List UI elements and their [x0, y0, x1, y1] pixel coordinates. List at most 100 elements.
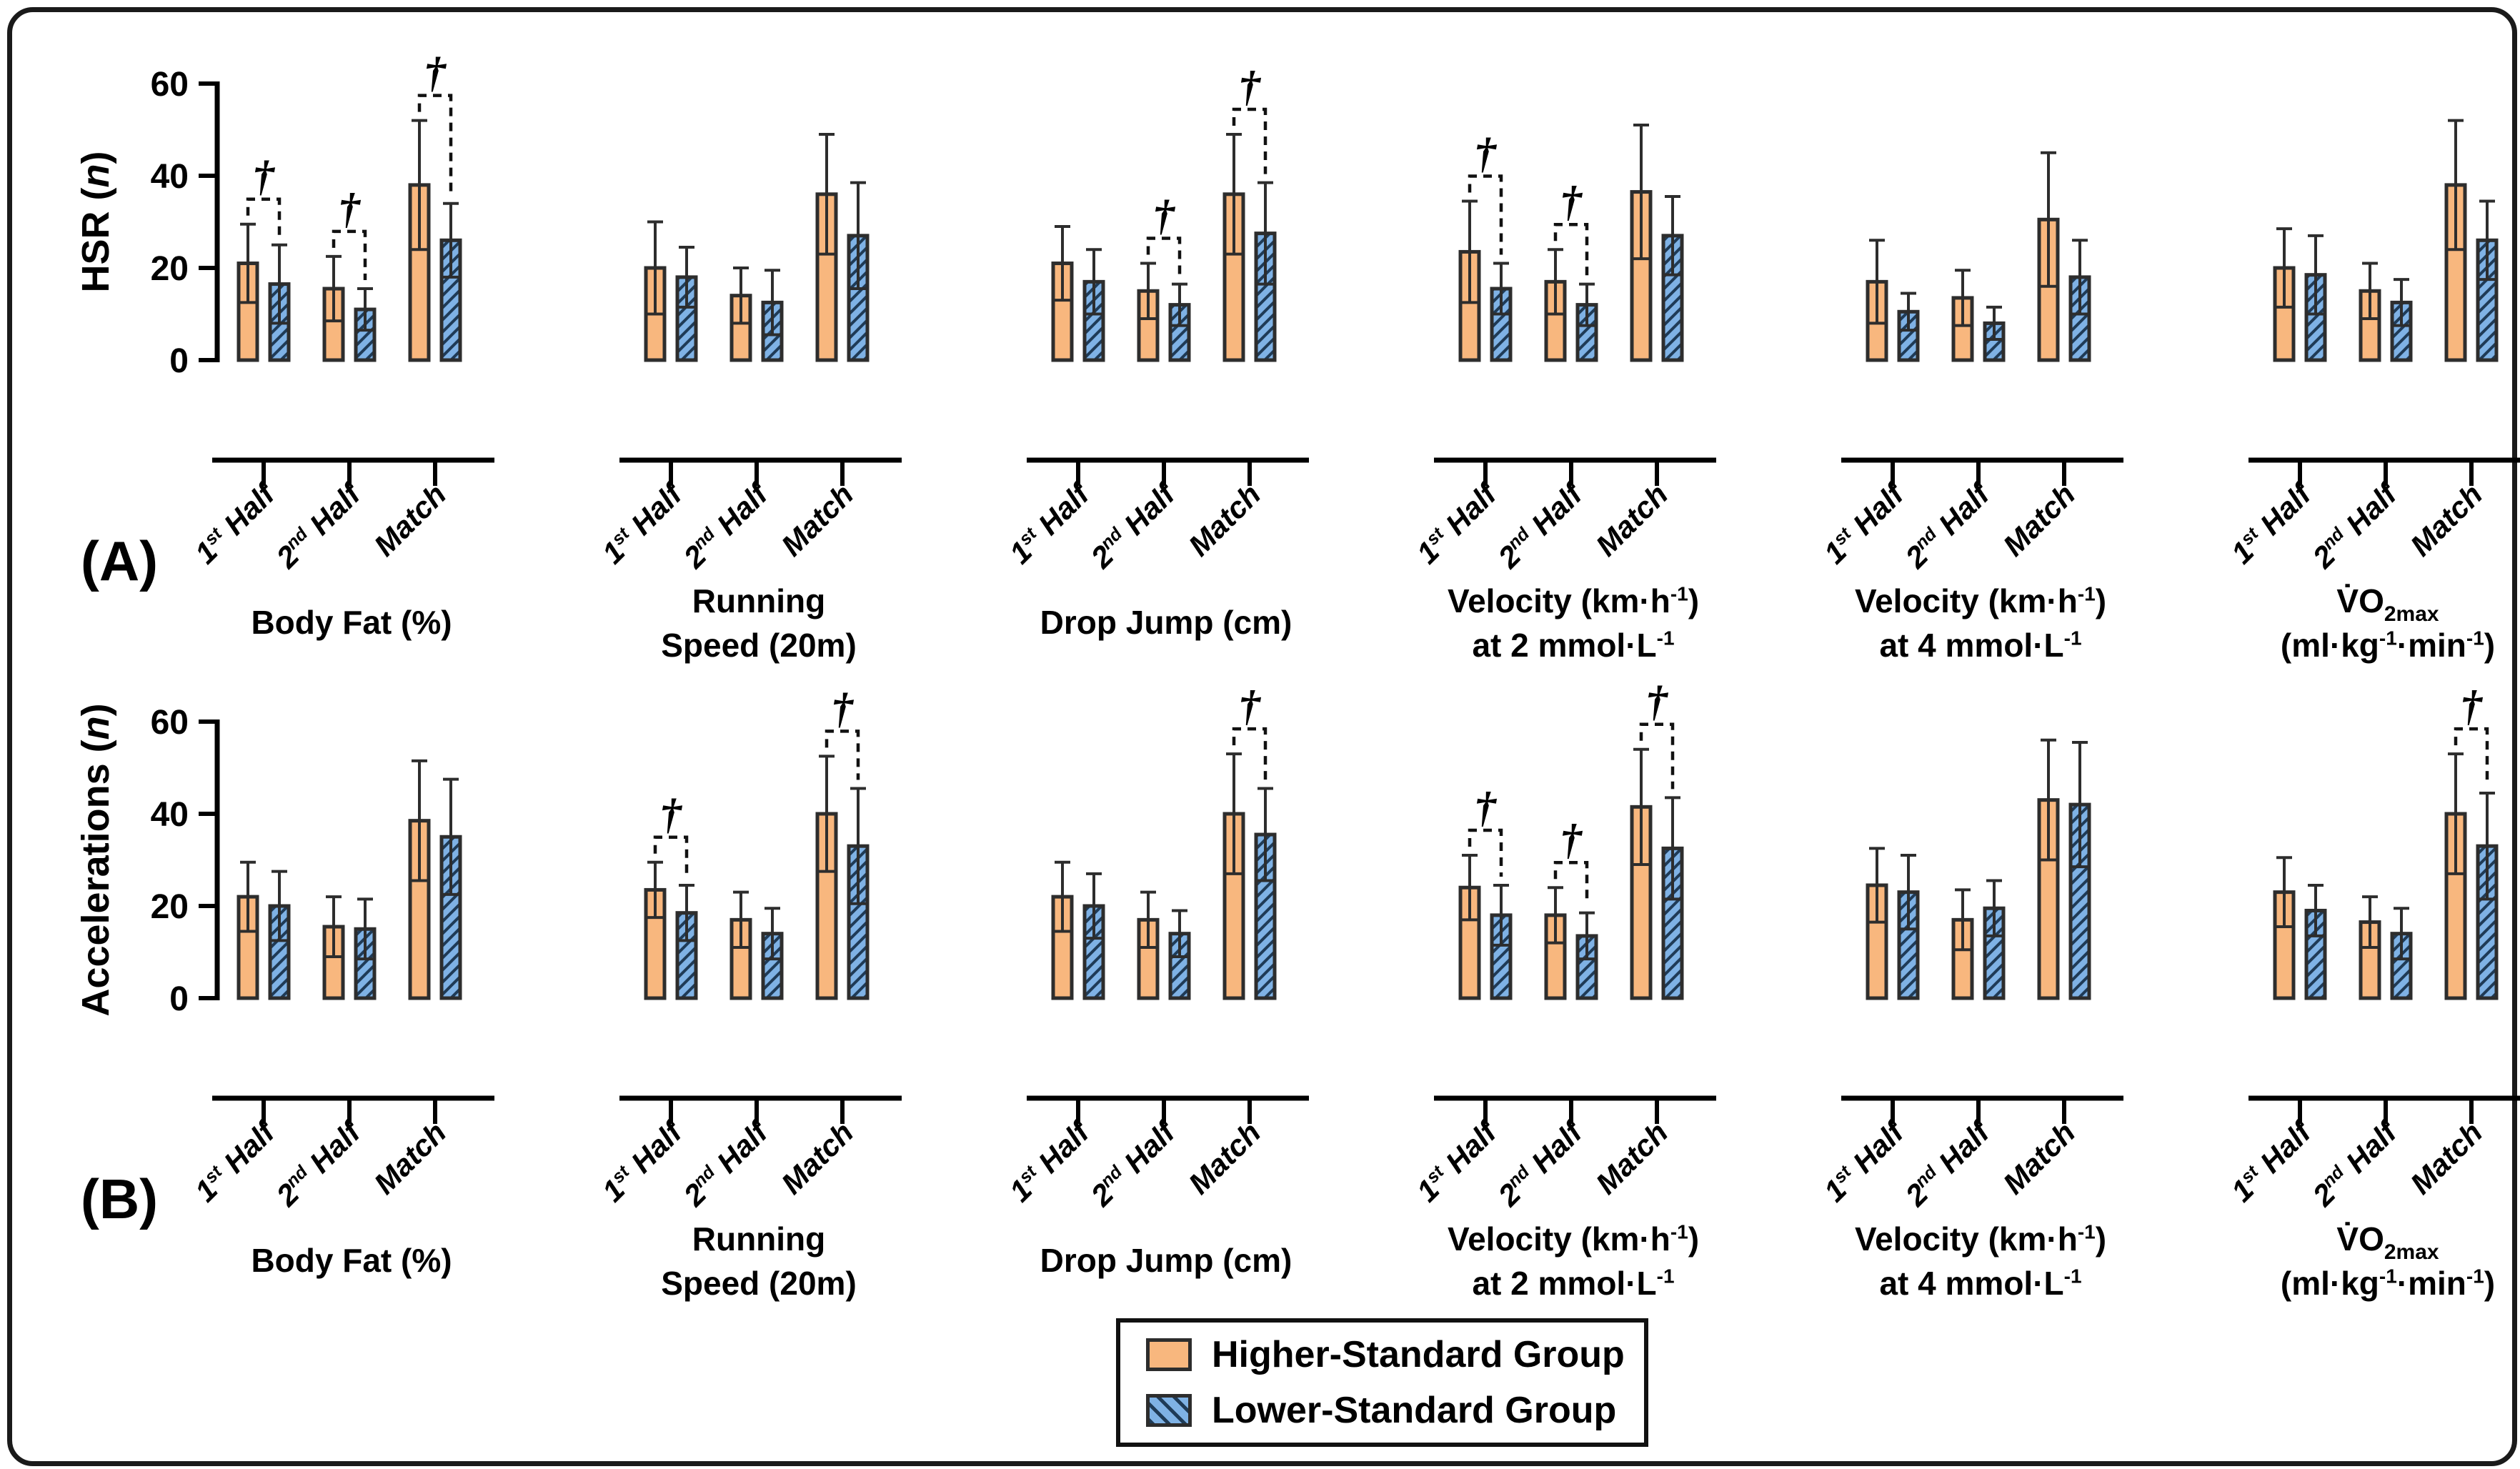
y-tick-label: 60	[151, 704, 189, 742]
legend-swatch-lower-standard	[1146, 1394, 1192, 1427]
x-tick-label: 1st Half	[1003, 1113, 1098, 1208]
subplot-title: at 4 mmol·L-1	[1879, 1265, 2081, 1302]
legend-item-lower-standard: Lower-Standard Group	[1146, 1389, 1618, 1432]
panel-label: (A)	[81, 529, 158, 592]
significance-bracket	[1146, 236, 1182, 276]
subplot-title: Velocity (km·h-1)	[1855, 582, 2106, 619]
dagger-icon: †	[1153, 192, 1176, 239]
figure-frame: Higher-Standard Group Lower-Standard Gro…	[7, 7, 2520, 1466]
x-tick-label: Match	[2404, 477, 2489, 562]
significance-bracket	[2454, 727, 2489, 785]
significance-bracket	[1232, 107, 1268, 174]
significance-bracket	[1553, 222, 1589, 276]
bar-lower-standard	[1897, 890, 1920, 1000]
subplot-A-1: 1st Half † 2nd Half † Match † Body Fat (%)	[189, 49, 494, 641]
legend: Higher-Standard Group Lower-Standard Gro…	[1116, 1318, 1648, 1447]
subplot-title: Running	[692, 582, 826, 619]
subplot-title: at 4 mmol·L-1	[1879, 627, 2081, 664]
subplot-B-2: 1st Half † 2nd Half Match † Running Speed (20m…	[596, 684, 902, 1302]
y-tick-label: 0	[169, 342, 189, 380]
subplot-title: (ml·kg-1·min-1)	[2281, 1265, 2495, 1302]
significance-bracket	[1468, 828, 1503, 877]
subplot-title: Velocity (km·h-1)	[1855, 1220, 2106, 1258]
x-tick-label: 1st Half	[2225, 1113, 2320, 1208]
y-tick-label: 40	[151, 158, 189, 196]
x-tick-label: Match	[367, 477, 452, 562]
x-tick-label: Match	[1589, 1115, 1674, 1200]
significance-bracket	[825, 729, 860, 780]
x-tick-label: 1st Half	[596, 475, 691, 570]
y-axis-title: Accelerations (n)	[74, 703, 117, 1016]
x-tick-label: 2nd Half	[1084, 1113, 1183, 1212]
significance-bracket	[246, 197, 282, 236]
subplot-title: Body Fat (%)	[251, 604, 452, 641]
x-tick-label: 1st Half	[1818, 475, 1913, 570]
subplot-title: Velocity (km·h-1)	[1448, 1220, 1699, 1258]
x-tick-label: Match	[1589, 477, 1674, 562]
dagger-icon: †	[424, 49, 447, 96]
significance-bracket	[1232, 727, 1268, 780]
y-axis-title: HSR (n)	[74, 151, 117, 293]
x-tick-label: 2nd Half	[1898, 475, 1998, 574]
x-tick-label: Match	[1182, 1115, 1267, 1200]
x-tick-label: 2nd Half	[677, 475, 776, 574]
x-tick-label: 1st Half	[189, 1113, 284, 1208]
x-tick-label: Match	[367, 1115, 452, 1200]
subplot-title: at 2 mmol·L-1	[1472, 1265, 1674, 1302]
subplot-title: Velocity (km·h-1)	[1448, 582, 1699, 619]
figure-canvas: Higher-Standard Group Lower-Standard Gro…	[12, 12, 2520, 1461]
x-tick-label: 1st Half	[2225, 475, 2320, 570]
dagger-icon: †	[1560, 178, 1583, 225]
subplot-title: Drop Jump (cm)	[1040, 1242, 1293, 1279]
bar-lower-standard	[1490, 913, 1513, 1000]
bar-lower-standard	[2390, 932, 2413, 1000]
panel-A-chart: 0 20 40 60 HSR (n) (A) 1st Half † 2nd Half † Match…	[74, 49, 2520, 664]
panel-label: (B)	[81, 1167, 158, 1230]
subplot-title: V̇O2max	[2336, 582, 2439, 626]
dagger-icon: †	[1475, 129, 1498, 176]
x-tick-label: 2nd Half	[1491, 1113, 1590, 1212]
dagger-icon: †	[253, 153, 276, 200]
dagger-icon: †	[1646, 678, 1669, 725]
y-tick-label: 0	[169, 980, 189, 1018]
subplot-title: Drop Jump (cm)	[1040, 604, 1293, 641]
x-tick-label: Match	[1182, 477, 1267, 562]
legend-item-higher-standard: Higher-Standard Group	[1146, 1333, 1625, 1376]
significance-bracket	[653, 835, 689, 877]
dagger-icon: †	[1239, 682, 1262, 729]
significance-bracket	[1468, 174, 1503, 255]
dagger-icon: †	[2461, 682, 2484, 729]
significance-bracket	[1553, 860, 1589, 905]
legend-label-higher-standard: Higher-Standard Group	[1212, 1334, 1625, 1375]
x-tick-label: 2nd Half	[677, 1113, 776, 1212]
x-tick-label: Match	[775, 477, 860, 562]
x-tick-label: 2nd Half	[2306, 1113, 2405, 1212]
x-tick-label: 2nd Half	[1491, 475, 1590, 574]
subplot-title: Speed (20m)	[661, 627, 857, 664]
y-tick-label: 20	[151, 250, 189, 288]
dagger-icon: †	[1560, 816, 1583, 863]
x-tick-label: Match	[775, 1115, 860, 1200]
x-tick-label: 1st Half	[596, 1113, 691, 1208]
dagger-icon: †	[1239, 63, 1262, 110]
subplot-title: Body Fat (%)	[251, 1242, 452, 1279]
y-tick-label: 60	[151, 66, 189, 104]
y-tick-label: 40	[151, 796, 189, 834]
bar-lower-standard	[1575, 303, 1598, 362]
x-tick-label: 2nd Half	[269, 1113, 369, 1212]
x-tick-label: 1st Half	[1410, 1113, 1505, 1208]
x-tick-label: 1st Half	[189, 475, 284, 570]
subplot-title: Running	[692, 1220, 826, 1258]
legend-label-lower-standard: Lower-Standard Group	[1212, 1390, 1617, 1431]
dagger-icon: †	[1475, 784, 1498, 831]
x-tick-label: 2nd Half	[2306, 475, 2405, 574]
x-tick-label: 1st Half	[1818, 1113, 1913, 1208]
